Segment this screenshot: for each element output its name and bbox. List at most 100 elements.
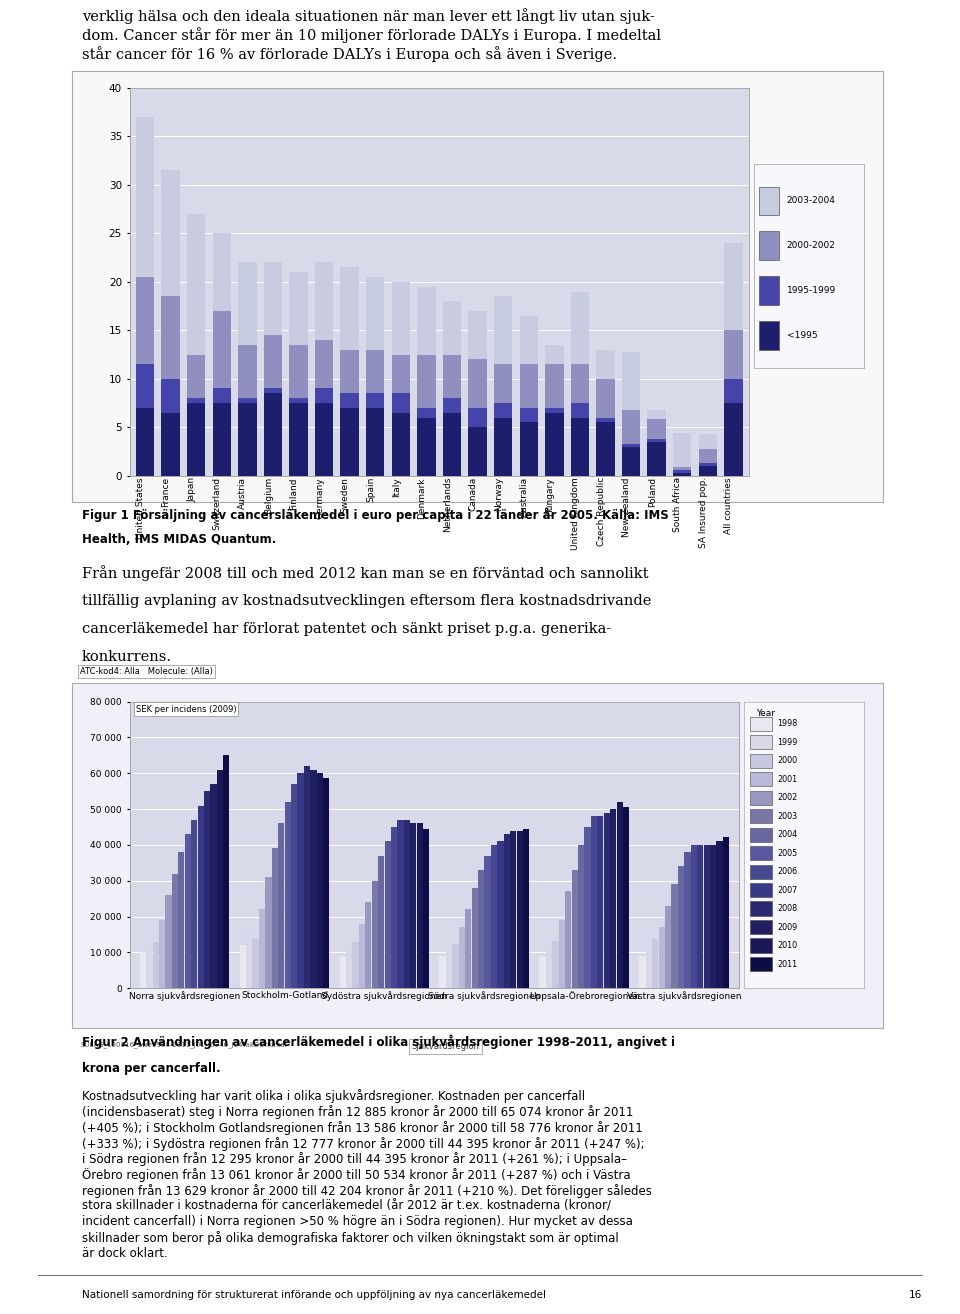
- Bar: [646, 949, 652, 988]
- Text: regionen från 13 629 kronor år 2000 till 42 204 kronor år 2011 (+210 %). Det för: regionen från 13 629 kronor år 2000 till…: [82, 1184, 652, 1198]
- Bar: [392, 283, 410, 355]
- Bar: [146, 938, 153, 988]
- Bar: [647, 442, 666, 476]
- Bar: [622, 444, 640, 447]
- Bar: [468, 311, 487, 360]
- Text: (+405 %); i Stockholm Gotlandsregionen från 13 586 kronor år 2000 till 58 776 kr: (+405 %); i Stockholm Gotlandsregionen f…: [82, 1121, 642, 1135]
- Bar: [724, 243, 743, 330]
- Bar: [385, 841, 391, 988]
- Bar: [187, 403, 205, 476]
- Text: Year: Year: [756, 708, 775, 717]
- Text: krona per cancerfall.: krona per cancerfall.: [82, 1062, 220, 1075]
- Bar: [391, 827, 397, 988]
- Bar: [404, 820, 410, 988]
- Text: Sjukvårdsregion: Sjukvårdsregion: [411, 1041, 479, 1051]
- FancyBboxPatch shape: [759, 187, 779, 215]
- Text: 1995-1999: 1995-1999: [787, 286, 836, 296]
- Text: skillnader som beror på olika demografiska faktorer och vilken ökningstakt som ä: skillnader som beror på olika demografis…: [82, 1231, 618, 1246]
- Text: ATC-kod4: Alla   Molecule: (Alla): ATC-kod4: Alla Molecule: (Alla): [80, 668, 213, 677]
- Bar: [366, 277, 384, 350]
- Bar: [135, 277, 155, 364]
- Text: i Södra regionen från 12 295 kronor år 2000 till 44 395 kronor år 2011 (+261 %);: i Södra regionen från 12 295 kronor år 2…: [82, 1152, 627, 1167]
- Bar: [704, 845, 709, 988]
- Bar: [240, 945, 246, 988]
- Bar: [359, 924, 365, 988]
- Bar: [272, 849, 278, 988]
- Bar: [289, 398, 308, 403]
- Text: 2003-2004: 2003-2004: [787, 196, 835, 205]
- Bar: [238, 344, 256, 398]
- FancyBboxPatch shape: [750, 716, 772, 731]
- Bar: [585, 827, 590, 988]
- Bar: [497, 841, 504, 988]
- Bar: [187, 398, 205, 403]
- Bar: [165, 895, 172, 988]
- Bar: [519, 315, 538, 364]
- Bar: [723, 837, 729, 988]
- Text: Figur 1 Försäljning av cancersläkemedel i euro per capita i 22 länder år 2005. K: Figur 1 Försäljning av cancersläkemedel …: [82, 507, 668, 522]
- Bar: [443, 413, 461, 476]
- Bar: [238, 263, 256, 344]
- Bar: [571, 870, 578, 988]
- Bar: [191, 820, 198, 988]
- Text: Health, IMS MIDAS Quantum.: Health, IMS MIDAS Quantum.: [82, 533, 276, 547]
- Bar: [187, 214, 205, 355]
- Bar: [352, 942, 359, 988]
- Bar: [184, 834, 191, 988]
- Bar: [172, 874, 178, 988]
- Bar: [246, 928, 252, 988]
- Text: 2000-2002: 2000-2002: [787, 242, 835, 250]
- Bar: [264, 389, 282, 393]
- FancyBboxPatch shape: [750, 957, 772, 971]
- Bar: [459, 928, 465, 988]
- Bar: [684, 851, 690, 988]
- Text: <1995: <1995: [787, 331, 817, 340]
- Bar: [494, 403, 513, 418]
- Bar: [623, 807, 629, 988]
- Bar: [161, 413, 180, 476]
- FancyBboxPatch shape: [750, 865, 772, 879]
- Bar: [410, 824, 417, 988]
- Text: cancerläkemedel har förlorat patentet och sänkt priset p.g.a. generika-: cancerläkemedel har förlorat patentet oc…: [82, 622, 611, 636]
- Bar: [365, 903, 372, 988]
- Bar: [596, 422, 614, 476]
- Bar: [570, 418, 589, 476]
- Bar: [315, 389, 333, 403]
- Text: dom. Cancer står för mer än 10 miljoner förlorade DALYs i Europa. I medeltal: dom. Cancer står för mer än 10 miljoner …: [82, 28, 660, 43]
- Bar: [418, 355, 436, 407]
- Bar: [289, 403, 308, 476]
- Bar: [317, 773, 323, 988]
- Bar: [392, 393, 410, 413]
- Bar: [324, 778, 329, 988]
- Bar: [315, 403, 333, 476]
- Text: SULAG_130116_Swe1998-2011_j01_j0340_j04TakDOnumai: SULAG_130116_Swe1998-2011_j01_j0340_j04T…: [80, 1041, 287, 1049]
- Text: Kostnadsutveckling har varit olika i olika sjukvårdsregioner. Kostnaden per canc: Kostnadsutveckling har varit olika i oli…: [82, 1089, 585, 1104]
- Bar: [212, 403, 231, 476]
- Bar: [161, 297, 180, 378]
- Bar: [519, 407, 538, 422]
- Bar: [135, 117, 155, 277]
- Bar: [565, 891, 571, 988]
- Bar: [491, 845, 497, 988]
- Bar: [716, 841, 723, 988]
- Bar: [545, 344, 564, 364]
- Bar: [570, 403, 589, 418]
- Bar: [523, 829, 529, 988]
- Bar: [652, 940, 659, 988]
- Bar: [179, 851, 184, 988]
- FancyBboxPatch shape: [750, 901, 772, 916]
- Bar: [519, 364, 538, 407]
- Text: 2006: 2006: [778, 867, 798, 876]
- Bar: [494, 364, 513, 403]
- Bar: [315, 340, 333, 389]
- Bar: [504, 834, 510, 988]
- Text: 1998: 1998: [778, 719, 798, 728]
- Bar: [639, 955, 645, 988]
- Text: 2005: 2005: [778, 849, 798, 858]
- Bar: [559, 920, 564, 988]
- FancyBboxPatch shape: [759, 231, 779, 260]
- Text: 1999: 1999: [778, 738, 798, 746]
- Bar: [341, 267, 359, 350]
- Bar: [217, 770, 223, 988]
- Bar: [570, 292, 589, 364]
